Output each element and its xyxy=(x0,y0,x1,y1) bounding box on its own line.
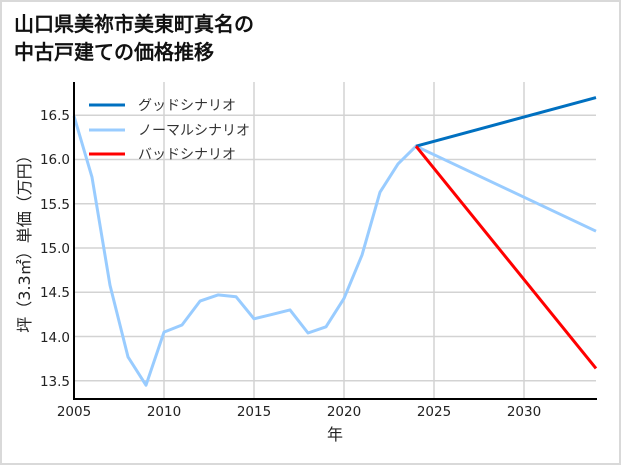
x-tick-labels: 2005 2010 2015 2020 2025 2030 xyxy=(57,404,541,420)
x-tick-label: 2005 xyxy=(57,404,91,420)
legend-label-normal: ノーマルシナリオ xyxy=(138,123,250,139)
y-tick-labels: 16.5 16.0 15.5 15.0 14.5 14.0 13.5 xyxy=(40,108,70,390)
chart-title-line2: 中古戸建ての価格推移 xyxy=(14,40,214,64)
chart-title: 山口県美祢市美東町真名の 中古戸建ての価格推移 xyxy=(14,10,254,66)
x-tick-label: 2020 xyxy=(327,404,361,420)
y-tick-label: 14.5 xyxy=(40,285,70,301)
series-line-good xyxy=(415,96,597,148)
x-tick-label: 2025 xyxy=(417,404,451,420)
series-lines xyxy=(72,96,598,387)
y-axis-label: 坪（3.3㎡）単価（万円） xyxy=(15,147,34,332)
legend-label-good: グッドシナリオ xyxy=(138,98,236,114)
x-axis-label: 年 xyxy=(327,425,343,444)
chart-title-line1: 山口県美祢市美東町真名の xyxy=(14,12,254,36)
y-tick-label: 16.5 xyxy=(40,108,70,124)
legend-label-bad: バッドシナリオ xyxy=(138,147,236,163)
axes xyxy=(73,82,597,400)
x-tick-label: 2015 xyxy=(237,404,271,420)
x-tick-label: 2010 xyxy=(147,404,181,420)
series-line-normal xyxy=(72,115,597,387)
y-tick-label: 15.0 xyxy=(40,241,70,257)
y-tick-label: 15.5 xyxy=(40,197,70,213)
y-tick-label: 14.0 xyxy=(40,330,70,346)
y-tick-label: 16.0 xyxy=(40,152,70,168)
y-tick-label: 13.5 xyxy=(40,374,70,390)
series-line-bad xyxy=(414,145,598,370)
x-tick-label: 2030 xyxy=(507,404,541,420)
legend: グッドシナリオ ノーマルシナリオ バッドシナリオ xyxy=(89,98,250,163)
